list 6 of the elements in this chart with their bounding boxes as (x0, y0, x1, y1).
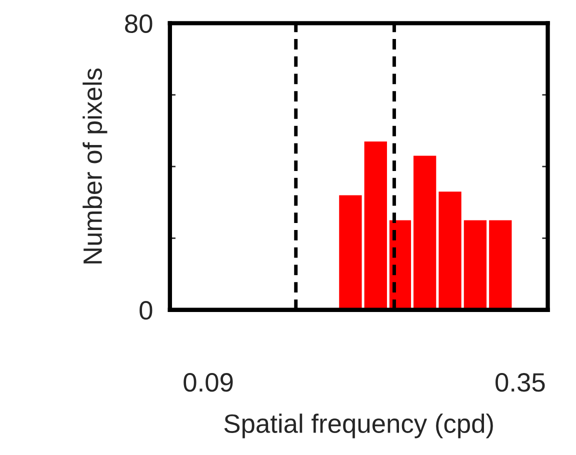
x-tick-label: 0.09 (184, 373, 233, 392)
y-tick-label: 0 (140, 300, 152, 320)
y-tick-label: 80 (125, 14, 152, 34)
x-tick-label: 0.35 (496, 373, 545, 392)
x-axis-title: Spatial frequency (cpd) (224, 414, 493, 438)
y-axis-title: Number of pixels (82, 68, 108, 264)
